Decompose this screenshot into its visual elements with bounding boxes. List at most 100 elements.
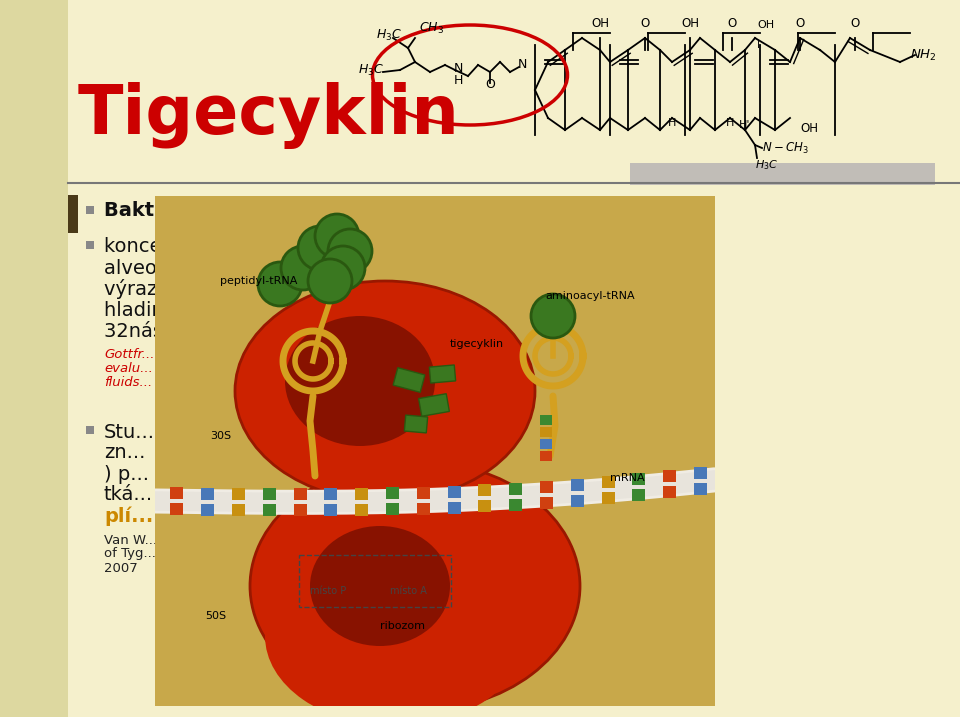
Bar [447,502,461,513]
Text: $NH_2$: $NH_2$ [910,47,937,62]
Text: Bakteriostatické antibiotikum-: Bakteriostatické antibiotikum- [104,201,440,219]
Bar [202,504,214,516]
Circle shape [315,214,359,258]
Bar [447,485,461,498]
Bar [386,488,399,500]
Circle shape [258,262,302,306]
Text: Stu...: Stu... [104,422,155,442]
Bar [324,488,337,500]
Bar [571,478,584,490]
Bar [386,503,399,516]
Bar [540,451,552,461]
Bar [478,484,492,496]
Text: Tigecyklin: Tigecyklin [78,82,460,149]
Text: zn...: zn... [104,444,145,462]
Text: I: I [757,40,760,50]
Text: OH: OH [800,121,818,135]
Bar [417,487,430,498]
Text: mRNA: mRNA [610,473,644,483]
Text: O: O [728,17,736,30]
Bar [602,476,614,488]
Bar [263,504,276,516]
Bar [294,488,306,500]
Bar [68,195,78,233]
Text: OH: OH [591,17,609,30]
Text: tigecyklin: tigecyklin [450,339,504,349]
Bar [540,439,552,449]
Bar [633,473,645,485]
Bar [663,470,676,483]
Circle shape [321,246,365,290]
Bar [663,486,676,498]
Text: N: N [517,59,527,72]
Text: plí...: plí... [104,506,154,526]
Bar [571,495,584,506]
Text: Van W...: Van W... [104,533,157,546]
Text: fluids...: fluids... [104,376,153,389]
Text: O: O [640,17,650,30]
Bar [694,483,707,495]
Text: $N-CH_3$: $N-CH_3$ [762,141,808,156]
Bar [633,490,645,501]
Text: 2007: 2007 [104,561,137,574]
Text: $H_3C$: $H_3C$ [376,27,402,42]
Text: $CH_3$: $CH_3$ [419,21,444,36]
Bar [540,415,552,425]
Circle shape [298,226,342,270]
Bar [355,488,369,500]
Text: H: H [726,118,734,128]
Ellipse shape [310,526,450,646]
Text: $H_3C$: $H_3C$ [755,158,779,172]
Text: of Tyg...: of Tyg... [104,548,156,561]
Text: H: H [453,74,463,87]
Ellipse shape [235,281,535,501]
Bar [630,163,935,185]
Bar [171,488,183,499]
Text: aminoacyl-tRNA: aminoacyl-tRNA [545,291,635,301]
Circle shape [328,229,372,273]
Circle shape [308,259,352,303]
Text: H: H [668,118,676,128]
Bar [86,426,94,434]
Text: místo P: místo P [310,586,347,596]
Text: místo A: místo A [390,586,427,596]
Text: H': H' [739,120,751,130]
Text: alveolárních makrofázích: alveolárních makrofázích [104,259,348,277]
Bar [86,206,94,214]
Bar [394,368,425,392]
Text: 32násobku sérových hladin: 32násobku sérových hladin [104,321,371,341]
Text: ribozom: ribozom [380,621,425,631]
Bar [263,488,276,500]
Text: koncentrace tigecyklinu v: koncentrace tigecyklinu v [104,237,354,257]
FancyBboxPatch shape [149,190,721,712]
Circle shape [281,246,325,290]
Bar [0,0,68,717]
Text: O: O [796,17,804,30]
Bar [324,504,337,516]
Bar [202,488,214,500]
Bar [171,503,183,516]
Text: výrazně převyšují minimální: výrazně převyšují minimální [104,279,379,299]
Text: tká...: tká... [104,485,154,505]
Bar [294,504,306,516]
Text: OH: OH [757,20,774,30]
Bar [540,480,553,493]
Text: Gottfr...: Gottfr... [104,348,155,361]
Bar [355,504,369,516]
Text: peptidyl-tRNA: peptidyl-tRNA [220,276,298,286]
Circle shape [531,294,575,338]
Bar [419,394,449,417]
Bar [602,492,614,504]
Text: O: O [485,78,495,92]
Text: O: O [851,17,859,30]
Text: hladiny inhibice (MIC), zejm. v: hladiny inhibice (MIC), zejm. v [104,300,398,320]
Bar [86,241,94,249]
Text: OH: OH [681,17,699,30]
Text: $H_3C$: $H_3C$ [358,62,384,77]
Text: 50S: 50S [205,611,227,621]
Bar [417,503,430,515]
Bar [509,483,522,495]
Text: ) p...: ) p... [104,465,149,483]
Bar [232,504,245,516]
Bar [694,467,707,479]
